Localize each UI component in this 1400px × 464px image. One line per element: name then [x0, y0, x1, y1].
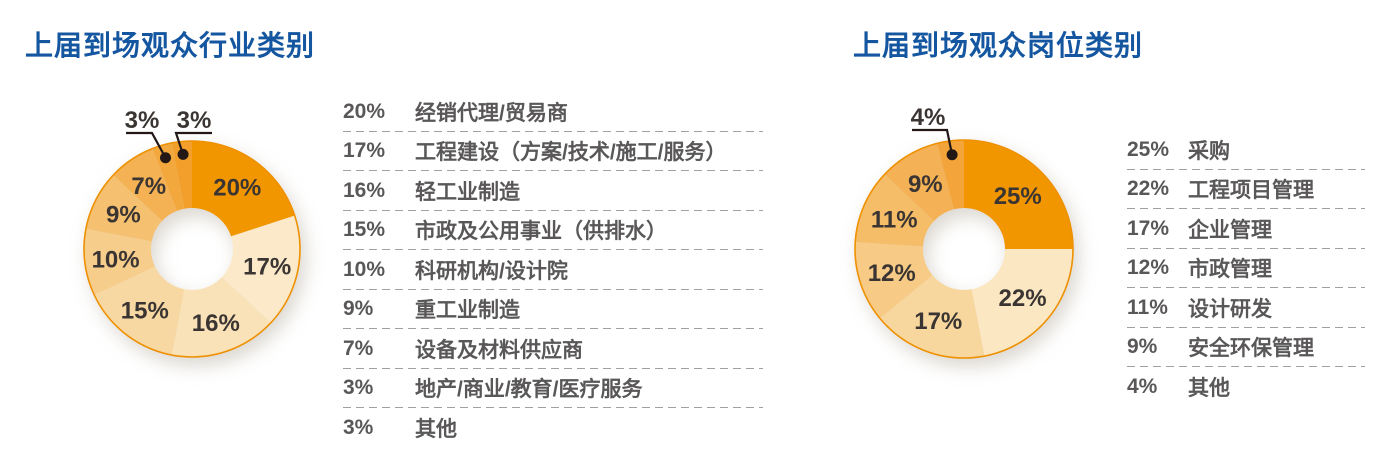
legend-value: 11%: [1127, 295, 1168, 319]
legend-value: 25%: [1127, 137, 1170, 161]
donut-0-labels: 20% 17% 16% 15% 10% 9%7% 3% 3%: [92, 107, 292, 337]
donut-0: [83, 140, 301, 358]
legend-value: 9%: [343, 297, 374, 321]
legend-row: 25% 采购: [1127, 130, 1365, 170]
slice-value-label: 25%: [994, 183, 1042, 210]
slice-value-label: 17%: [243, 253, 291, 280]
donut-slice-22pct: [971, 249, 1073, 357]
legend-row: 4% 其他: [1127, 367, 1365, 407]
donut-1: [854, 139, 1074, 359]
legend-label: 市政管理: [1188, 258, 1272, 282]
legend-label: 采购: [1188, 139, 1230, 163]
donut-slice-17pct: [880, 275, 985, 359]
legend-value: 15%: [343, 218, 386, 242]
legend-row: 11% 设计研发: [1127, 288, 1365, 328]
legend-label: 市政及公用事业（供排水）: [415, 220, 667, 244]
donut-slice-9pct: [884, 143, 954, 221]
callout-dot: [160, 152, 171, 164]
slice-value-label: 7%: [131, 173, 166, 200]
callout-value-label: 3%: [177, 107, 212, 134]
legend-row: 3% 地产/商业/教育/医疗服务: [343, 369, 763, 409]
callout-line: [912, 128, 954, 155]
legend-label: 经销代理/贸易商: [415, 101, 568, 125]
callout-value-label: 4%: [911, 104, 946, 131]
donut-outline: [83, 140, 301, 358]
legend-row: 17% 企业管理: [1127, 209, 1365, 249]
donut-slice-9pct: [85, 175, 163, 242]
legend-label: 设备及材料供应商: [415, 338, 583, 362]
donut-slice-25pct: [964, 140, 1073, 249]
legend-label: 其他: [1188, 376, 1230, 400]
legend-label: 重工业制造: [415, 299, 520, 323]
legend-value: 16%: [343, 178, 386, 202]
legend-row: 7% 设备及材料供应商: [343, 329, 763, 369]
legend-row: 12% 市政管理: [1127, 249, 1365, 289]
slice-value-label: 10%: [92, 246, 140, 273]
legend-value: 9%: [1127, 335, 1158, 359]
donut-slice-4pct: [936, 140, 964, 210]
legend-label: 安全环保管理: [1188, 337, 1314, 361]
legend-label: 地产/商业/教育/医疗服务: [415, 378, 643, 402]
legend-label: 轻工业制造: [415, 180, 520, 204]
chart-title-position: 上届到场观众岗位类别: [853, 30, 1144, 61]
callout-line: [126, 131, 167, 159]
slice-value-label: 20%: [213, 174, 261, 201]
legend-value: 22%: [1127, 177, 1170, 201]
donut-outline: [854, 139, 1074, 359]
legend-row: 16% 轻工业制造: [343, 171, 763, 211]
legend-label: 其他: [415, 417, 457, 441]
legend-row: 3% 其他: [343, 408, 763, 448]
legend-row: 9% 安全环保管理: [1127, 328, 1365, 368]
donut-slice-15pct: [94, 266, 185, 356]
legend-row: 10% 科研机构/设计院: [343, 250, 763, 290]
slice-value-label: 9%: [908, 171, 943, 198]
legend-label: 企业管理: [1188, 218, 1272, 242]
legend-label: 科研机构/设计院: [415, 259, 568, 283]
legend-position: 25% 采购 22% 工程项目管理 17% 企业管理 12% 市政管理 11% 设计研发 9% 安全环…: [1127, 130, 1365, 407]
legend-label: 设计研发: [1188, 297, 1272, 321]
slice-value-label: 9%: [106, 202, 141, 229]
slice-value-label: 22%: [999, 285, 1047, 312]
donut-slice-11pct: [855, 174, 935, 247]
legend-row: 9% 重工业制造: [343, 290, 763, 330]
slice-value-label: 15%: [121, 297, 169, 324]
legend-row: 17% 工程建设（方案/技术/施工/服务）: [343, 132, 763, 172]
legend-row: 22% 工程项目管理: [1127, 170, 1365, 210]
callout-dot: [946, 149, 958, 161]
legend-value: 3%: [343, 376, 374, 400]
donut-slice-17pct: [221, 215, 300, 323]
legend-value: 17%: [1127, 216, 1170, 240]
slice-value-label: 16%: [192, 310, 240, 337]
slice-value-label: 17%: [914, 308, 962, 335]
legend-value: 10%: [343, 257, 386, 281]
callout-dot: [177, 148, 189, 160]
slice-value-label: 12%: [868, 260, 916, 287]
donut-slice-16pct: [171, 277, 271, 358]
chart-title-industry: 上届到场观众行业类别: [25, 30, 316, 61]
legend-industry: 20% 经销代理/贸易商 17% 工程建设（方案/技术/施工/服务） 16% 轻工业制造 1…: [343, 92, 763, 448]
donut-slice-10pct: [83, 228, 155, 295]
legend-row: 20% 经销代理/贸易商: [343, 92, 763, 132]
slice-value-label: 11%: [871, 206, 918, 233]
legend-value: 7%: [343, 336, 374, 360]
legend-value: 12%: [1127, 256, 1170, 280]
donut-slice-3pct: [152, 142, 185, 211]
legend-value: 4%: [1127, 374, 1158, 398]
donut-1-labels: 25% 22% 17% 12% 11% 9% 4%: [868, 104, 1047, 335]
donut-slice-7pct: [113, 148, 177, 221]
legend-value: 20%: [343, 99, 386, 123]
legend-value: 17%: [343, 139, 386, 163]
legend-value: 3%: [343, 415, 374, 439]
legend-label: 工程项目管理: [1188, 179, 1314, 203]
legend-label: 工程建设（方案/技术/施工/服务）: [415, 141, 727, 165]
donut-slice-12pct: [855, 242, 933, 319]
legend-row: 15% 市政及公用事业（供排水）: [343, 211, 763, 251]
callout-value-label: 3%: [125, 107, 160, 134]
donut-slice-20pct: [192, 141, 295, 237]
callout-line: [174, 131, 212, 155]
